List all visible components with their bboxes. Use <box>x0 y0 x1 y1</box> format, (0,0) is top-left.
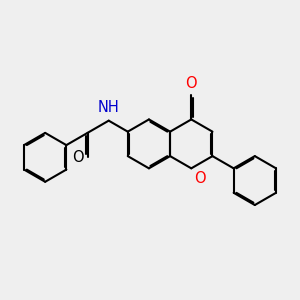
Text: O: O <box>72 150 84 165</box>
Text: O: O <box>185 76 197 92</box>
Text: O: O <box>194 171 205 186</box>
Text: NH: NH <box>98 100 120 115</box>
